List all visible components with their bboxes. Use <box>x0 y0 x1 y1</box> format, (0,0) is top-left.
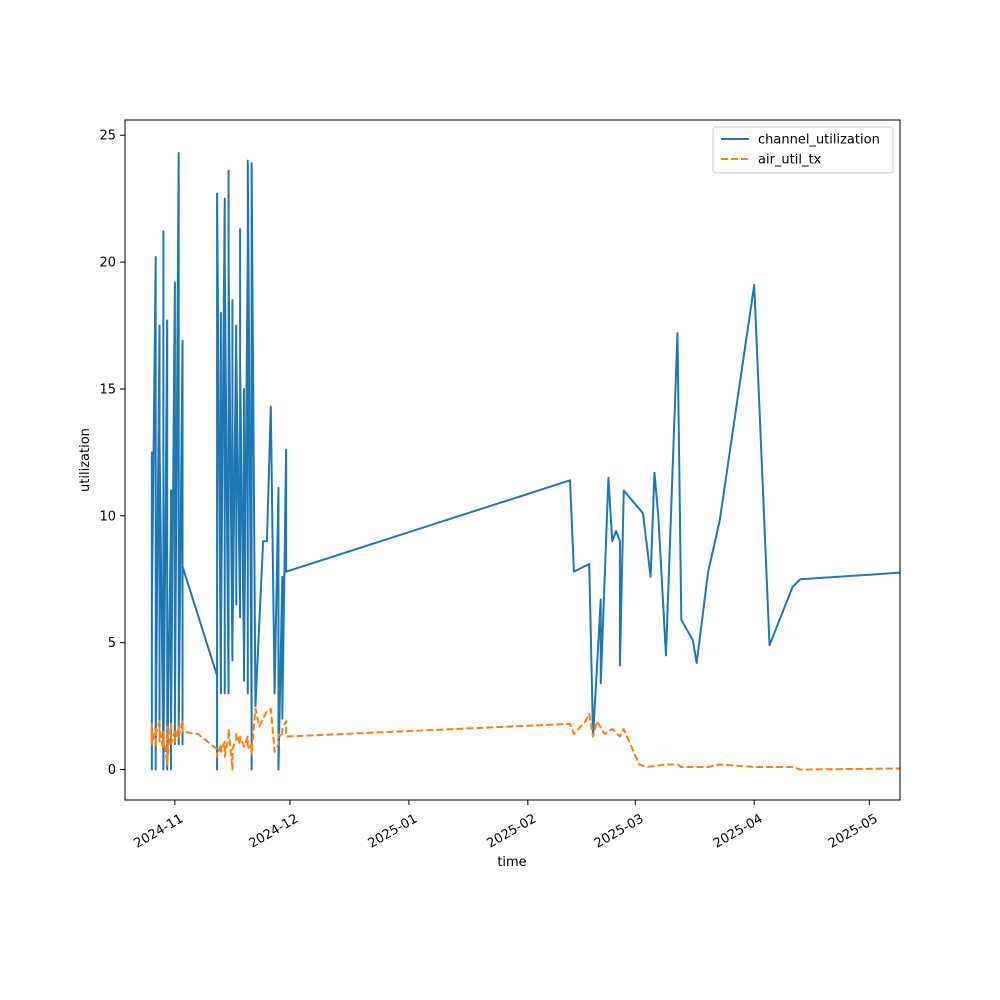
series-line-channel_utilization <box>150 151 900 771</box>
y-tick-label: 25 <box>99 129 116 144</box>
y-tick-label: 5 <box>108 636 116 651</box>
legend: channel_utilization air_util_tx <box>712 126 894 174</box>
legend-box <box>712 126 894 174</box>
series-layer <box>150 151 900 771</box>
y-tick-label: 15 <box>99 382 116 397</box>
y-tick-label: 20 <box>99 256 116 271</box>
y-axis: 0 5 10 15 20 25 <box>99 129 125 778</box>
plot-frame <box>124 119 901 801</box>
y-tick-label: 0 <box>108 763 116 778</box>
x-axis-label: time <box>497 855 526 870</box>
legend-label: air_util_tx <box>758 153 822 168</box>
y-tick-label: 10 <box>99 509 116 524</box>
series-line-air_util_tx <box>150 707 900 771</box>
y-axis-label: utilization <box>78 428 93 492</box>
legend-label: channel_utilization <box>758 133 880 148</box>
